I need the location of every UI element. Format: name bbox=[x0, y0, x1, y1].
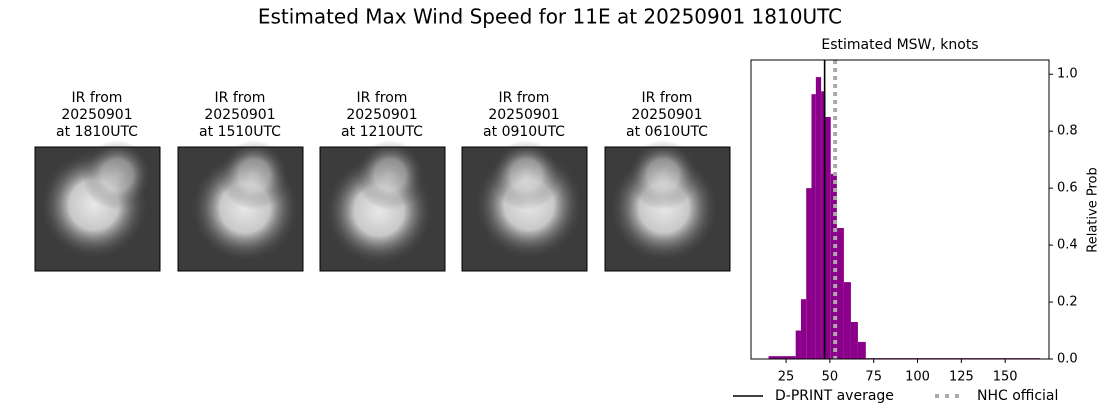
cloud bbox=[82, 140, 152, 210]
panel-title: IR from bbox=[642, 90, 693, 106]
y-tick-label: 0.6 bbox=[1057, 181, 1078, 196]
legend-label: D-PRINT average bbox=[775, 388, 894, 404]
panel-title: at 1510UTC bbox=[199, 124, 281, 140]
histogram-bar bbox=[843, 282, 851, 359]
panel-title: IR from bbox=[357, 90, 408, 106]
histogram-bar bbox=[811, 94, 816, 360]
x-tick-label: 150 bbox=[993, 370, 1018, 385]
histogram-bar bbox=[795, 330, 801, 359]
histogram-bar bbox=[825, 116, 831, 359]
histogram-bar bbox=[850, 321, 858, 359]
y-tick-label: 0.8 bbox=[1057, 124, 1078, 139]
y-axis-label: Relative Prob bbox=[1086, 167, 1100, 252]
image-frame bbox=[604, 146, 731, 272]
image-frame bbox=[461, 146, 588, 272]
panel-title: IR from bbox=[499, 90, 550, 106]
cloud bbox=[355, 140, 425, 210]
histogram-bar bbox=[768, 356, 796, 359]
panel-title: at 1210UTC bbox=[341, 124, 423, 140]
histogram-bar bbox=[800, 299, 807, 359]
image-frame bbox=[319, 146, 446, 272]
panel-title: 20250901 bbox=[488, 107, 559, 123]
panel-title: 20250901 bbox=[204, 107, 275, 123]
x-tick-label: 50 bbox=[822, 370, 839, 385]
panel-title: at 1810UTC bbox=[56, 124, 138, 140]
image-frame bbox=[177, 146, 304, 272]
panel-title: 20250901 bbox=[61, 107, 132, 123]
panel-title: at 0910UTC bbox=[483, 124, 565, 140]
panel-title: IR from bbox=[72, 90, 123, 106]
plot-frame bbox=[750, 59, 1050, 360]
x-tick-label: 100 bbox=[905, 370, 930, 385]
cloud bbox=[491, 140, 561, 210]
legend-label: NHC official bbox=[977, 388, 1058, 404]
y-tick-label: 0.4 bbox=[1057, 238, 1078, 253]
panel-title: 20250901 bbox=[346, 107, 417, 123]
histogram-bar bbox=[857, 341, 866, 359]
y-tick-label: 1.0 bbox=[1057, 67, 1078, 82]
histogram-bar bbox=[815, 77, 822, 359]
y-tick-label: 0.0 bbox=[1057, 352, 1078, 367]
x-tick-label: 75 bbox=[865, 370, 882, 385]
y-tick-label: 0.2 bbox=[1057, 295, 1078, 310]
image-frame bbox=[34, 146, 161, 272]
x-tick-label: 125 bbox=[949, 370, 974, 385]
histogram-bar bbox=[821, 91, 826, 360]
figure-title: Estimated Max Wind Speed for 11E at 2025… bbox=[258, 5, 842, 29]
histogram-bar bbox=[806, 188, 812, 359]
panel-title: IR from bbox=[215, 90, 266, 106]
cloud bbox=[628, 140, 698, 210]
panel-title: 20250901 bbox=[631, 107, 702, 123]
x-tick-label: 25 bbox=[778, 370, 795, 385]
panel-title: at 0610UTC bbox=[626, 124, 708, 140]
chart-title: Estimated MSW, knots bbox=[821, 37, 978, 53]
histogram-bar bbox=[830, 173, 837, 359]
cloud bbox=[219, 140, 289, 210]
histogram-bar bbox=[836, 228, 844, 359]
